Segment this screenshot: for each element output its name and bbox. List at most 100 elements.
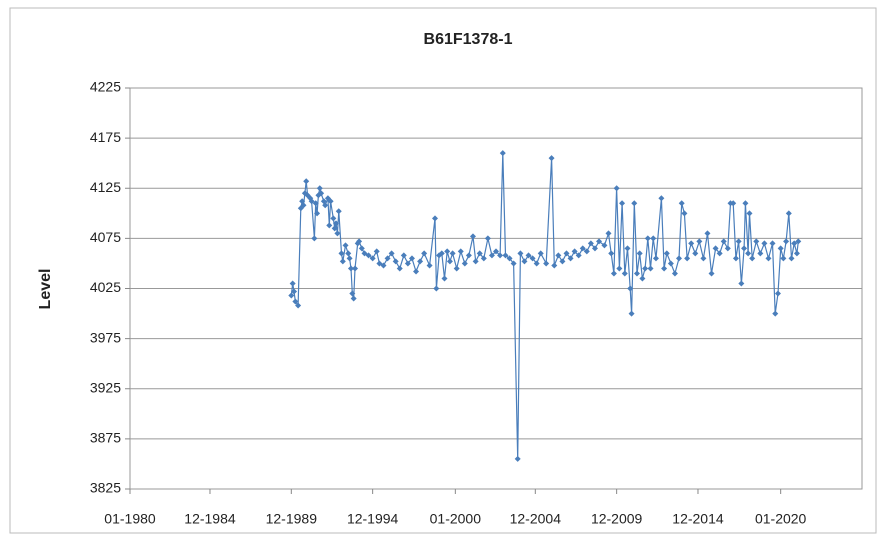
data-point: [772, 310, 779, 317]
data-point: [384, 255, 391, 262]
data-point: [322, 202, 329, 209]
data-point: [738, 280, 745, 287]
data-point: [730, 200, 737, 207]
data-point: [314, 210, 321, 217]
data-point: [579, 245, 586, 252]
data-point: [346, 255, 353, 262]
data-point: [765, 255, 772, 262]
data-point: [555, 252, 562, 259]
y-tick-label: 4075: [90, 229, 121, 245]
data-point: [636, 250, 643, 257]
data-point: [741, 245, 748, 252]
data-point: [777, 245, 784, 252]
data-point: [347, 265, 354, 272]
data-point: [647, 265, 654, 272]
data-point: [312, 200, 319, 207]
data-point: [316, 185, 323, 192]
data-point: [571, 248, 578, 255]
data-point: [288, 292, 295, 299]
data-point: [700, 255, 707, 262]
x-tick-label: 12-1994: [347, 511, 399, 527]
data-point: [514, 455, 521, 462]
data-point: [650, 235, 657, 242]
data-point: [502, 252, 509, 259]
data-point: [613, 185, 620, 192]
data-point: [493, 248, 499, 255]
data-point: [510, 260, 517, 267]
data-point: [373, 248, 380, 255]
data-point: [575, 252, 582, 259]
y-tick-label: 3825: [90, 480, 121, 496]
data-point: [488, 252, 495, 259]
data-point: [433, 285, 440, 292]
data-point: [619, 200, 626, 207]
data-point: [753, 238, 760, 245]
data-point: [548, 155, 555, 162]
data-point: [745, 250, 752, 257]
data-point: [761, 240, 768, 247]
data-point: [292, 298, 299, 305]
data-point: [289, 280, 296, 287]
data-point: [610, 270, 617, 277]
data-point: [684, 255, 691, 262]
data-point: [785, 210, 792, 217]
data-point: [361, 250, 368, 257]
data-point: [658, 195, 665, 202]
data-point: [449, 250, 456, 257]
data-point: [688, 240, 695, 247]
data-point: [605, 230, 612, 237]
data-point: [757, 250, 764, 257]
data-point: [601, 242, 608, 249]
data-point: [708, 270, 715, 277]
data-point: [432, 215, 438, 222]
x-tick-label: 12-2004: [510, 511, 562, 527]
data-point: [676, 255, 682, 262]
data-point: [311, 235, 318, 242]
data-point: [453, 265, 460, 272]
data-point: [624, 245, 631, 252]
data-point: [335, 208, 342, 215]
data-point: [345, 250, 352, 257]
data-point: [413, 268, 420, 275]
data-point: [591, 245, 598, 252]
y-tick-label: 3925: [90, 379, 121, 395]
y-tick-label: 4025: [90, 279, 121, 295]
data-point: [663, 250, 670, 257]
data-point: [417, 258, 424, 265]
data-point: [331, 225, 338, 232]
data-point: [376, 260, 383, 267]
data-point: [327, 198, 334, 205]
data-point: [587, 240, 594, 247]
data-point: [529, 255, 536, 262]
data-point: [356, 238, 363, 245]
data-point: [484, 235, 491, 242]
data-point: [746, 210, 753, 217]
x-tick-label: 01-2000: [430, 511, 482, 527]
data-point: [426, 262, 433, 269]
data-point: [616, 265, 623, 272]
data-point: [692, 250, 699, 257]
data-point: [480, 255, 487, 262]
data-point: [533, 260, 540, 267]
data-point: [742, 200, 749, 207]
data-point: [537, 250, 544, 257]
data-point: [421, 250, 428, 257]
x-tick-label: 01-1980: [104, 511, 156, 527]
data-point: [596, 238, 603, 245]
data-point: [352, 265, 359, 272]
data-point: [350, 295, 357, 302]
x-tick-label: 12-1984: [184, 511, 236, 527]
data-point: [365, 252, 372, 259]
data-point: [441, 275, 448, 282]
data-point: [780, 255, 787, 262]
data-point: [567, 255, 574, 262]
data-point: [633, 270, 640, 277]
data-point: [388, 250, 395, 257]
data-point: [559, 258, 566, 265]
data-point: [583, 248, 590, 255]
y-axis-label: Level: [37, 269, 54, 310]
data-point: [681, 210, 688, 217]
data-point: [358, 245, 365, 252]
data-point: [318, 190, 325, 197]
